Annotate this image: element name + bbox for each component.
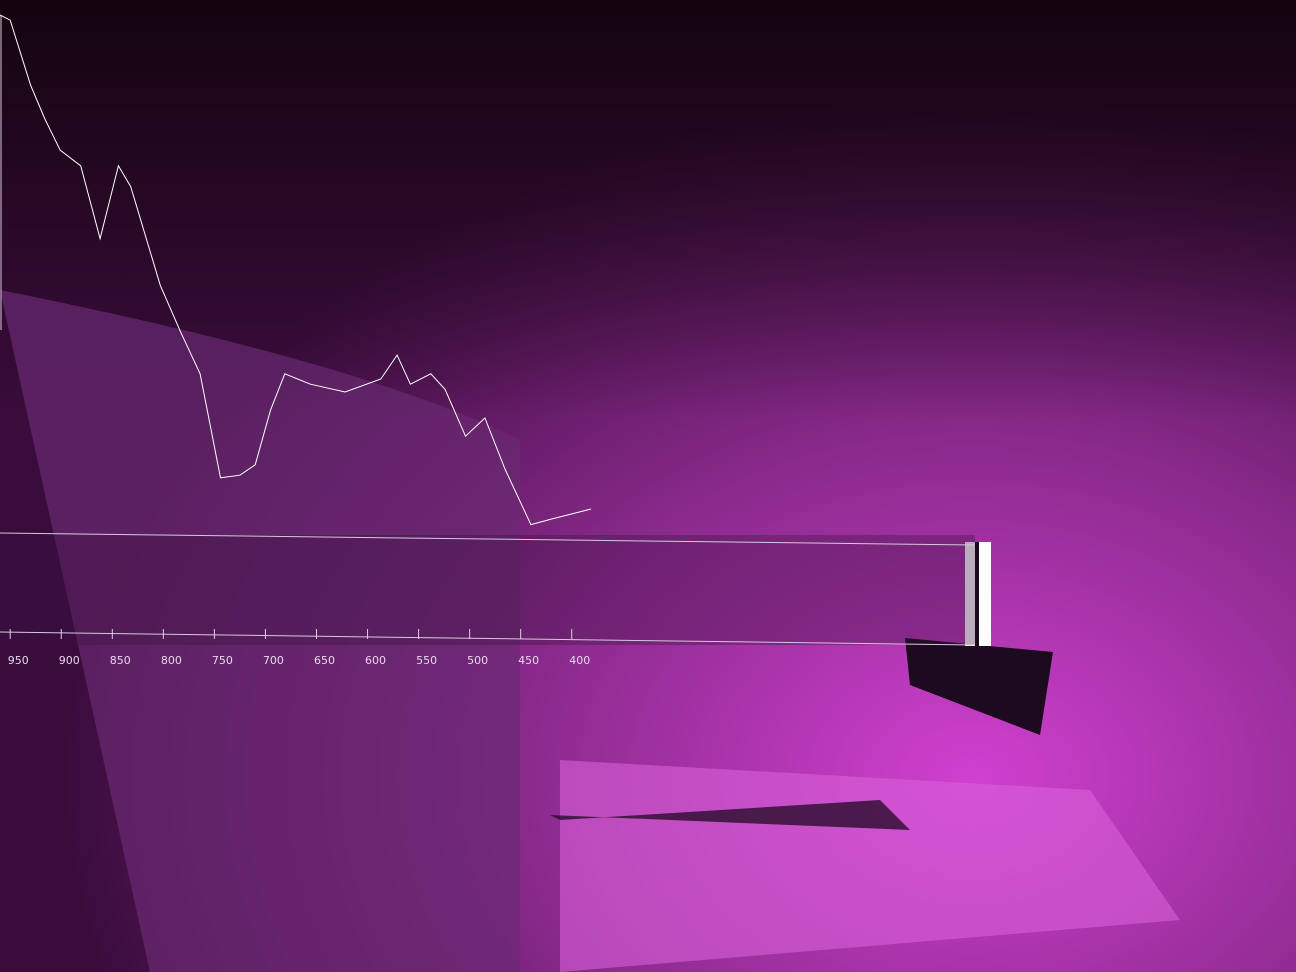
x-tick-label: 450 xyxy=(518,654,539,667)
shadow xyxy=(550,800,910,830)
x-tick-label: 750 xyxy=(212,654,233,667)
frame-line xyxy=(0,532,976,546)
cable-shape xyxy=(0,290,520,972)
x-tick-label: 700 xyxy=(263,654,284,667)
x-tick-label: 900 xyxy=(59,654,80,667)
x-tick-label: 550 xyxy=(416,654,437,667)
plot: 950 900 850 800 750 700 650 600 550 500 450 400 xyxy=(0,14,592,667)
x-tick-label: 500 xyxy=(467,654,488,667)
slit-gap xyxy=(975,542,979,646)
x-tick-label: 600 xyxy=(365,654,386,667)
x-tick-label: 850 xyxy=(110,654,131,667)
x-tick-label: 800 xyxy=(161,654,182,667)
x-tick-label: 400 xyxy=(569,654,590,667)
axis-line xyxy=(0,631,976,646)
dark-block xyxy=(905,638,1053,735)
x-tick-label: 650 xyxy=(314,654,335,667)
spectrum-line xyxy=(0,14,592,526)
x-tick-label: 950 xyxy=(8,654,29,667)
spectrum-band xyxy=(0,535,975,645)
